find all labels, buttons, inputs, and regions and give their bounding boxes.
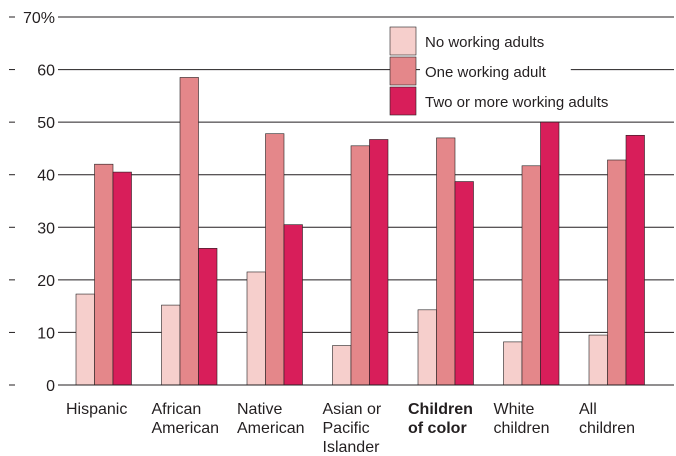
bar bbox=[607, 159, 627, 386]
bar bbox=[369, 139, 389, 386]
legend-swatch bbox=[389, 26, 417, 56]
bars bbox=[58, 77, 674, 386]
legend-swatch bbox=[389, 56, 417, 86]
bar bbox=[454, 181, 474, 386]
bar bbox=[350, 145, 370, 386]
category-label: children bbox=[494, 420, 550, 437]
y-tick-label: 70% bbox=[23, 10, 55, 27]
category-label: White bbox=[494, 401, 535, 418]
y-tick-label: 10 bbox=[37, 325, 55, 342]
bar bbox=[332, 345, 352, 386]
bar bbox=[588, 334, 608, 386]
y-tick-label: 40 bbox=[37, 168, 55, 185]
legend-swatch bbox=[389, 86, 417, 116]
category-label: All bbox=[579, 401, 597, 418]
category-label: Children bbox=[408, 401, 473, 418]
legend-label-background bbox=[420, 91, 647, 111]
bar bbox=[75, 293, 95, 386]
category-label: children bbox=[579, 420, 635, 437]
bar bbox=[503, 341, 523, 386]
legend-label: No working adults bbox=[425, 34, 544, 51]
y-tick-label: 0 bbox=[46, 378, 55, 395]
y-tick-label: 50 bbox=[37, 115, 55, 132]
x-axis-labels: Hispanic African American Native American Asi… bbox=[66, 401, 635, 456]
category-label: African bbox=[152, 401, 202, 418]
legend-label-background bbox=[420, 31, 571, 51]
legend: No working adults One working adult Two or… bbox=[389, 26, 647, 116]
bar bbox=[198, 248, 218, 386]
y-axis-ticks: 70% 60 50 40 30 20 10 0 bbox=[9, 10, 55, 395]
bar bbox=[436, 137, 456, 386]
y-tick-label: 30 bbox=[37, 220, 55, 237]
category-label: Hispanic bbox=[66, 401, 127, 418]
bar bbox=[540, 121, 560, 386]
y-tick-label: 60 bbox=[37, 63, 55, 80]
bar bbox=[417, 309, 437, 386]
legend-label: Two or more working adults bbox=[425, 94, 608, 111]
legend-label: One working adult bbox=[425, 64, 547, 81]
bar bbox=[283, 224, 303, 386]
bar bbox=[94, 163, 114, 386]
bar bbox=[179, 77, 199, 386]
legend-label-background bbox=[420, 61, 571, 81]
category-label: of color bbox=[408, 420, 467, 437]
category-label: American bbox=[237, 420, 305, 437]
category-label: Asian or bbox=[323, 401, 382, 418]
bar bbox=[625, 134, 645, 386]
category-label: Pacific bbox=[323, 420, 370, 437]
bar bbox=[161, 304, 181, 386]
category-label: Native bbox=[237, 401, 282, 418]
bar bbox=[246, 271, 266, 386]
bar bbox=[265, 133, 285, 386]
y-tick-label: 20 bbox=[37, 273, 55, 290]
category-label: Islander bbox=[323, 439, 381, 456]
bar bbox=[112, 171, 132, 386]
category-label: American bbox=[152, 420, 220, 437]
bar bbox=[521, 165, 541, 386]
